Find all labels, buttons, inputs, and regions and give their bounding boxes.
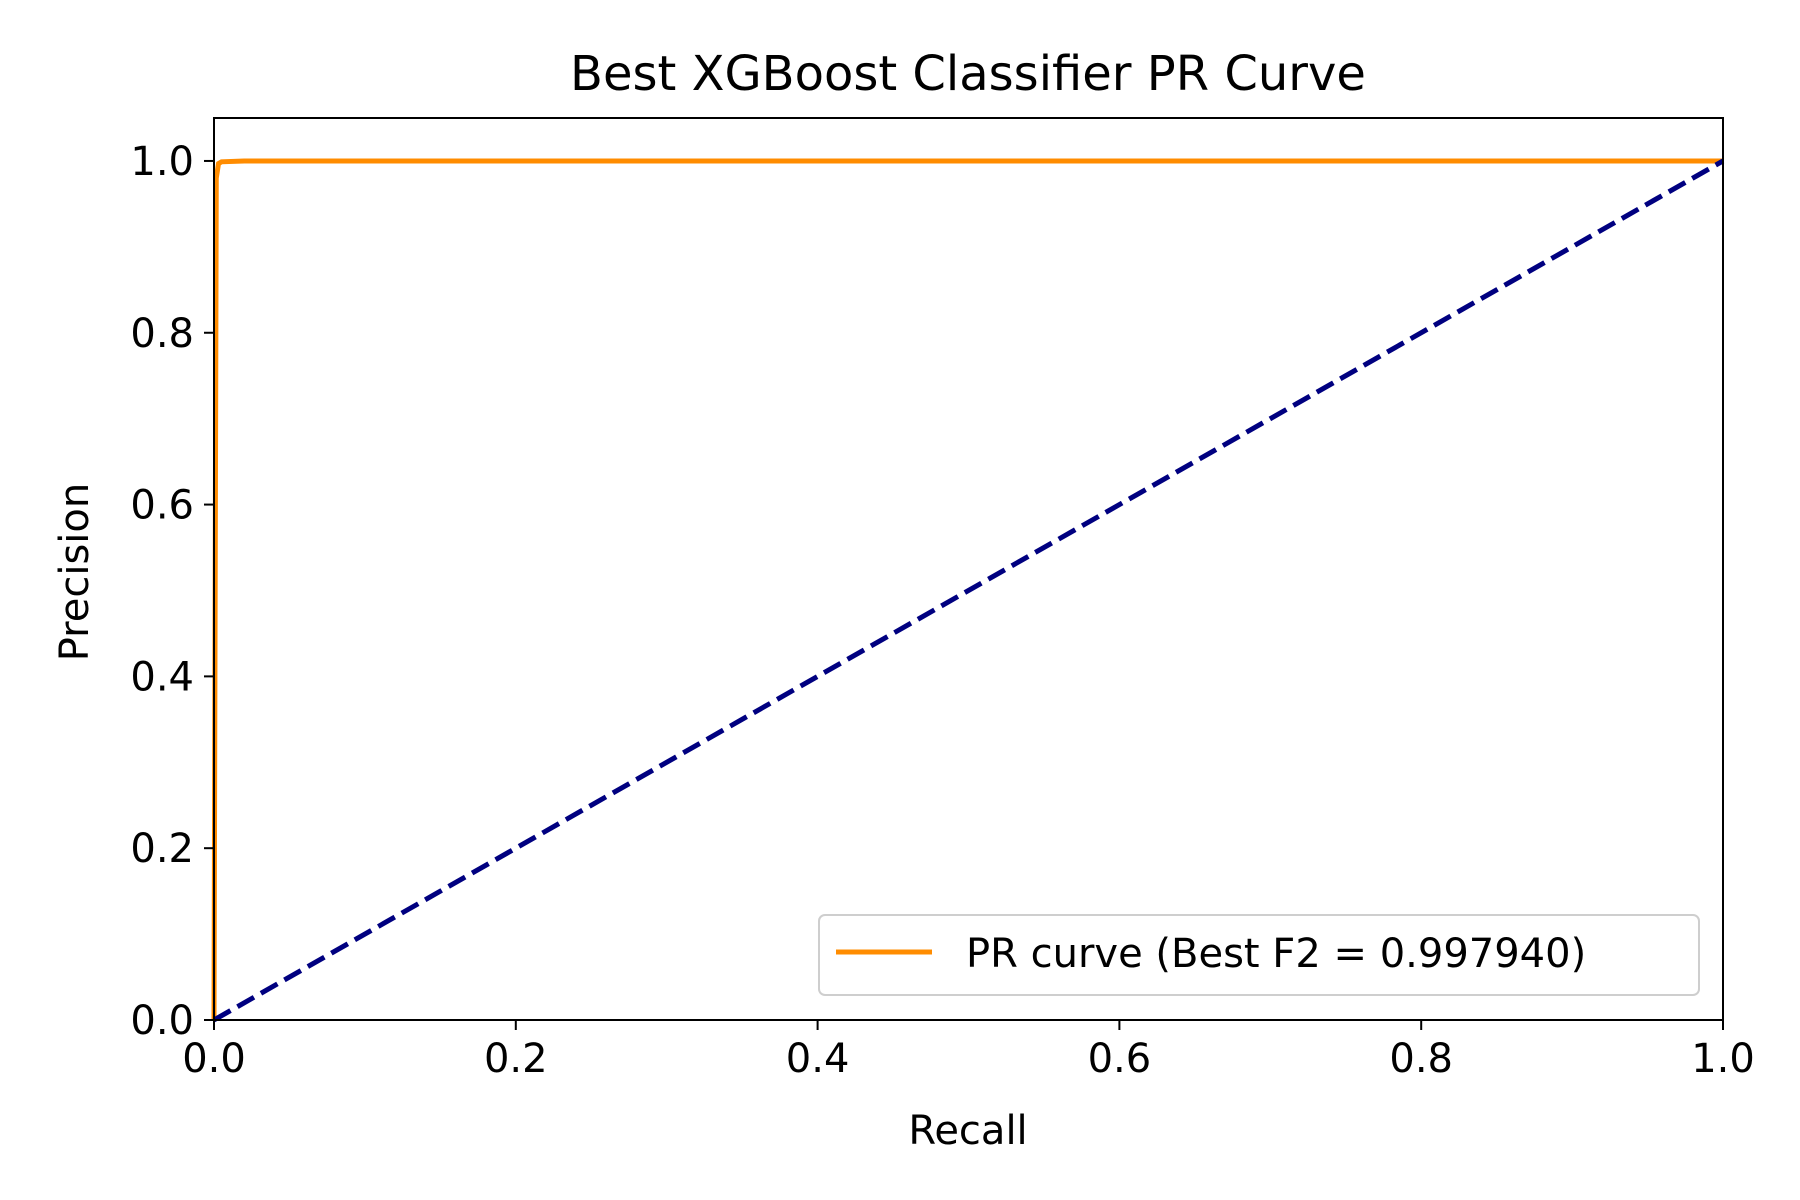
baseline-diagonal-line xyxy=(212,158,1725,1023)
x-tick-label: 0.0 xyxy=(182,1036,246,1082)
x-tick-label: 0.4 xyxy=(786,1036,850,1082)
plot-area xyxy=(214,118,1723,1020)
x-tick-label: 1.0 xyxy=(1691,1036,1755,1082)
legend: PR curve (Best F2 = 0.997940) xyxy=(818,914,1700,996)
x-tick-label: 0.6 xyxy=(1088,1036,1152,1082)
y-tick-label: 1.0 xyxy=(130,139,194,185)
y-tick-label: 0.2 xyxy=(130,826,194,872)
y-tick-label: 0.0 xyxy=(130,998,194,1044)
y-tick-label: 0.4 xyxy=(130,654,194,700)
y-tick-label: 0.8 xyxy=(130,311,194,357)
y-tick-label: 0.6 xyxy=(130,483,194,529)
x-axis-label: Recall xyxy=(908,1108,1027,1154)
pr-curve-line xyxy=(211,158,1723,1021)
x-tick-label: 0.8 xyxy=(1389,1036,1453,1082)
legend-label: PR curve (Best F2 = 0.997940) xyxy=(966,931,1586,977)
x-tick-label: 0.2 xyxy=(484,1036,548,1082)
chart-title: Best XGBoost Classifier PR Curve xyxy=(570,46,1366,102)
y-axis-label: Precision xyxy=(52,483,98,661)
plot-frame xyxy=(213,117,1724,1021)
y-axis-ticks: 0.0 0.2 0.4 0.6 0.8 1.0 xyxy=(130,139,214,1044)
series-layer xyxy=(211,158,1725,1023)
legend-box xyxy=(818,914,1700,996)
x-axis-ticks: 0.0 0.2 0.4 0.6 0.8 1.0 xyxy=(182,1020,1755,1082)
